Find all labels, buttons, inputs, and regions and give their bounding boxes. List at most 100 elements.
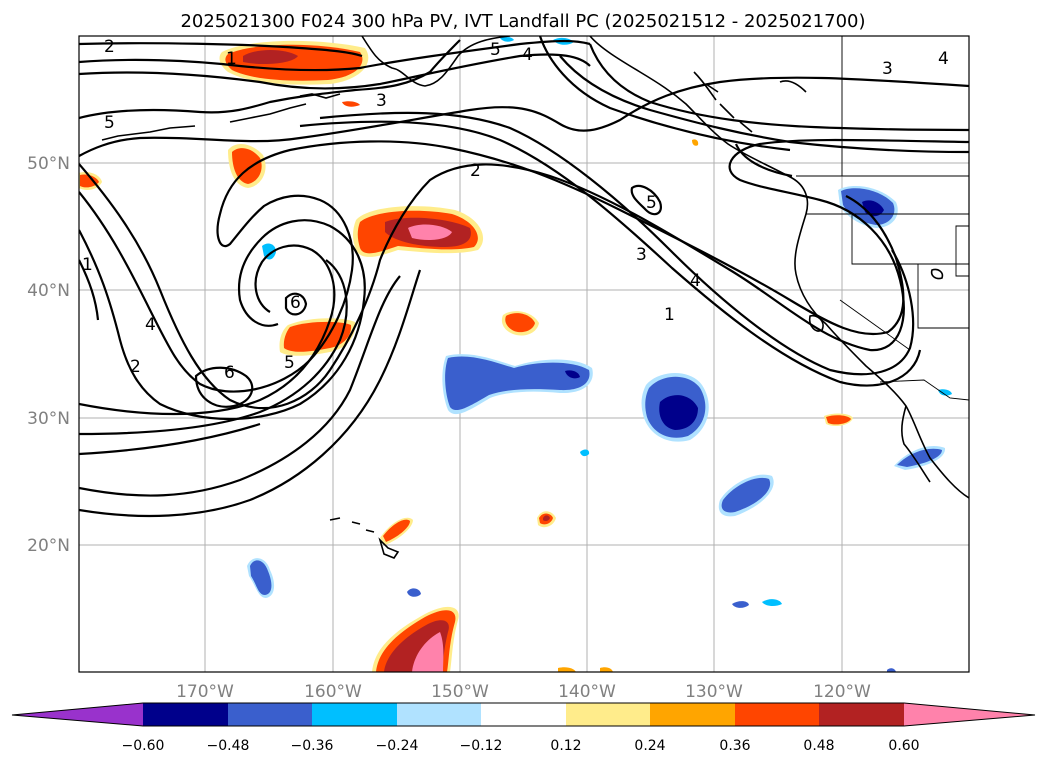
anomaly-region-small-c (500, 36, 514, 42)
colorbar-tick-label: −0.60 (122, 738, 165, 754)
anomaly-region-24n (718, 474, 774, 517)
contour-line (319, 111, 915, 376)
anomaly-region-dot-d (692, 139, 699, 146)
colorbar-segment (143, 703, 228, 726)
contour-line (79, 140, 905, 393)
lon-label-140w: 140°W (558, 682, 616, 702)
anomaly-region-dot-c (600, 667, 613, 672)
contour-label: 1 (664, 305, 675, 325)
contour-label: 1 (226, 49, 237, 69)
anomaly-region-47n (838, 186, 898, 228)
lat-label-50n: 50°N (27, 154, 70, 174)
colorbar-extend-low (12, 703, 143, 726)
anomaly-region-38n (501, 311, 539, 336)
anomaly-region-30n (641, 372, 709, 442)
contour-line (79, 39, 591, 72)
lat-label-40n: 40°N (27, 281, 70, 301)
contour-line (79, 219, 366, 421)
contour-line (734, 143, 793, 178)
contour-line (538, 36, 791, 152)
contour-label: 6 (290, 293, 301, 313)
anomaly-region-small-h (938, 389, 952, 396)
lat-label-30n: 30°N (27, 409, 70, 429)
ca-nv-border (839, 299, 911, 351)
contour-label: 1 (82, 255, 93, 275)
lon-label-170w: 170°W (176, 682, 234, 702)
anomaly-region-small-i (887, 668, 896, 672)
anomaly-region-small-e (407, 588, 421, 597)
lon-label-130w: 130°W (685, 682, 743, 702)
colorbar-outline (11, 702, 1036, 727)
contour-label: 6 (224, 363, 235, 383)
colorbar-segment (481, 703, 566, 726)
aleutian-west (101, 125, 196, 141)
contour-labels: 2 1 5 3 5 4 3 4 2 5 3 4 1 1 4 2 6 6 5 (82, 37, 949, 383)
colorbar-tick-label: 0.60 (888, 738, 919, 754)
anomaly-region-small-a (262, 243, 276, 260)
colorbar-tick-label: 0.12 (550, 738, 581, 754)
contour-label: 5 (284, 353, 295, 373)
pv-contours (79, 36, 969, 518)
contour-label: 4 (938, 49, 949, 69)
anomaly-region-north-pacific (219, 40, 369, 85)
contour-label: 3 (376, 91, 387, 111)
anomaly-region-west-small (228, 143, 266, 188)
colorbar-tick-label: 0.24 (634, 738, 665, 754)
bc-mainland (779, 80, 807, 93)
contour-label: 3 (882, 59, 893, 79)
colorbar-segment (735, 703, 819, 726)
contour-line (79, 259, 100, 321)
contour-label: 5 (490, 40, 501, 60)
anomaly-region-south (372, 606, 459, 672)
colorbar-segment (397, 703, 481, 726)
anomaly-region-dot-b (558, 667, 576, 672)
contour-label: 5 (104, 113, 115, 133)
anomaly-region-small-g (762, 599, 782, 607)
colorbar-segment (228, 703, 312, 726)
anomaly-region-hawaii (380, 517, 413, 545)
anomaly-region-small-f (732, 601, 749, 608)
contour-line (79, 259, 348, 436)
negative-anomaly-regions (247, 36, 952, 672)
colorbar-tick-label: −0.48 (207, 738, 250, 754)
anomaly-region-21n (537, 511, 556, 528)
colorbar-segment (650, 703, 735, 726)
colorbar-extend-high (904, 703, 1035, 726)
colorbar-tick-label: −0.12 (460, 738, 503, 754)
contour-label: 2 (104, 37, 115, 57)
aleutian-chain (229, 103, 307, 123)
figure-title: 2025021300 F024 300 hPa PV, IVT Landfall… (180, 11, 865, 32)
contour-label: 2 (130, 357, 141, 377)
lat-label-20n: 20°N (27, 536, 70, 556)
contour-line (79, 275, 401, 497)
anomaly-region-dot-a (342, 101, 360, 107)
contour-line (79, 422, 261, 456)
montana-border (955, 225, 969, 277)
map-panel: 2 1 5 3 5 4 3 4 2 5 3 4 1 1 4 2 6 6 5 (79, 36, 969, 672)
coastlines (101, 36, 969, 559)
lon-label-120w: 120°W (813, 682, 871, 702)
alaska-coast (361, 36, 511, 87)
colorbar-tick-label: −0.36 (291, 738, 334, 754)
west-coast (589, 36, 969, 499)
contour-line (194, 366, 254, 408)
hawaii-big-island (378, 537, 400, 559)
us-mexico-border (879, 379, 969, 401)
contour-label: 4 (522, 45, 533, 65)
contour-label: 4 (145, 315, 156, 335)
lon-labels: 170°W 160°W 150°W 140°W 130°W 120°W (176, 682, 871, 702)
colorbar-segment (819, 703, 904, 726)
utah-border (917, 264, 969, 329)
lon-label-160w: 160°W (304, 682, 362, 702)
contour-line (299, 120, 922, 387)
colorbar-segment (312, 703, 397, 726)
anomaly-region-east-pacific-33n (442, 354, 593, 415)
baja-california (901, 405, 931, 483)
gridlines (79, 36, 969, 672)
colorbar-tick-label: −0.24 (376, 738, 419, 754)
contour-line (79, 53, 591, 90)
bc-islands (693, 71, 753, 133)
contour-line (79, 244, 336, 416)
anomaly-region-small-d (580, 449, 590, 457)
